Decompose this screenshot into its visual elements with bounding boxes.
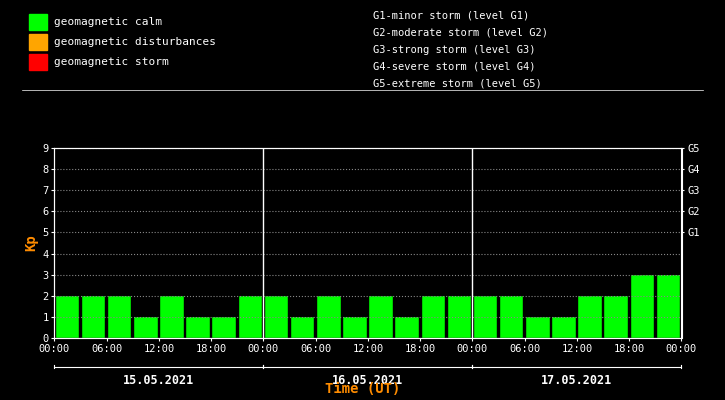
Bar xyxy=(500,296,523,338)
Bar xyxy=(82,296,105,338)
Text: 16.05.2021: 16.05.2021 xyxy=(332,374,404,387)
Bar xyxy=(265,296,289,338)
Text: geomagnetic calm: geomagnetic calm xyxy=(54,17,162,27)
Bar xyxy=(160,296,183,338)
Bar xyxy=(212,317,236,338)
Bar xyxy=(395,317,419,338)
Bar xyxy=(56,296,79,338)
Bar xyxy=(186,317,210,338)
Bar xyxy=(657,275,680,338)
Text: geomagnetic disturbances: geomagnetic disturbances xyxy=(54,37,216,47)
Text: 15.05.2021: 15.05.2021 xyxy=(123,374,194,387)
Bar xyxy=(605,296,628,338)
Bar xyxy=(552,317,576,338)
Bar xyxy=(526,317,550,338)
Text: G5-extreme storm (level G5): G5-extreme storm (level G5) xyxy=(373,78,542,88)
Text: Time (UT): Time (UT) xyxy=(325,382,400,396)
Text: G4-severe storm (level G4): G4-severe storm (level G4) xyxy=(373,62,536,72)
Bar xyxy=(239,296,262,338)
Y-axis label: Kp: Kp xyxy=(25,235,38,251)
Text: G2-moderate storm (level G2): G2-moderate storm (level G2) xyxy=(373,28,548,38)
Bar xyxy=(369,296,393,338)
Text: G1-minor storm (level G1): G1-minor storm (level G1) xyxy=(373,11,530,21)
Bar xyxy=(291,317,315,338)
Bar xyxy=(317,296,341,338)
Text: geomagnetic storm: geomagnetic storm xyxy=(54,57,169,67)
Bar xyxy=(473,296,497,338)
Bar xyxy=(108,296,131,338)
Bar xyxy=(579,296,602,338)
Bar xyxy=(447,296,471,338)
Bar xyxy=(631,275,654,338)
Bar xyxy=(343,317,367,338)
Bar xyxy=(421,296,445,338)
Text: G3-strong storm (level G3): G3-strong storm (level G3) xyxy=(373,45,536,55)
Text: 17.05.2021: 17.05.2021 xyxy=(542,374,613,387)
Bar xyxy=(134,317,157,338)
